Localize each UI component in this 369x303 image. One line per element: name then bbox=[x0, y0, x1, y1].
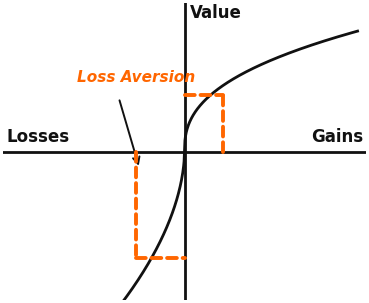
Text: Value: Value bbox=[190, 4, 242, 22]
Text: Loss Aversion: Loss Aversion bbox=[77, 70, 196, 85]
Text: Gains: Gains bbox=[311, 128, 363, 146]
Text: Losses: Losses bbox=[6, 128, 69, 146]
